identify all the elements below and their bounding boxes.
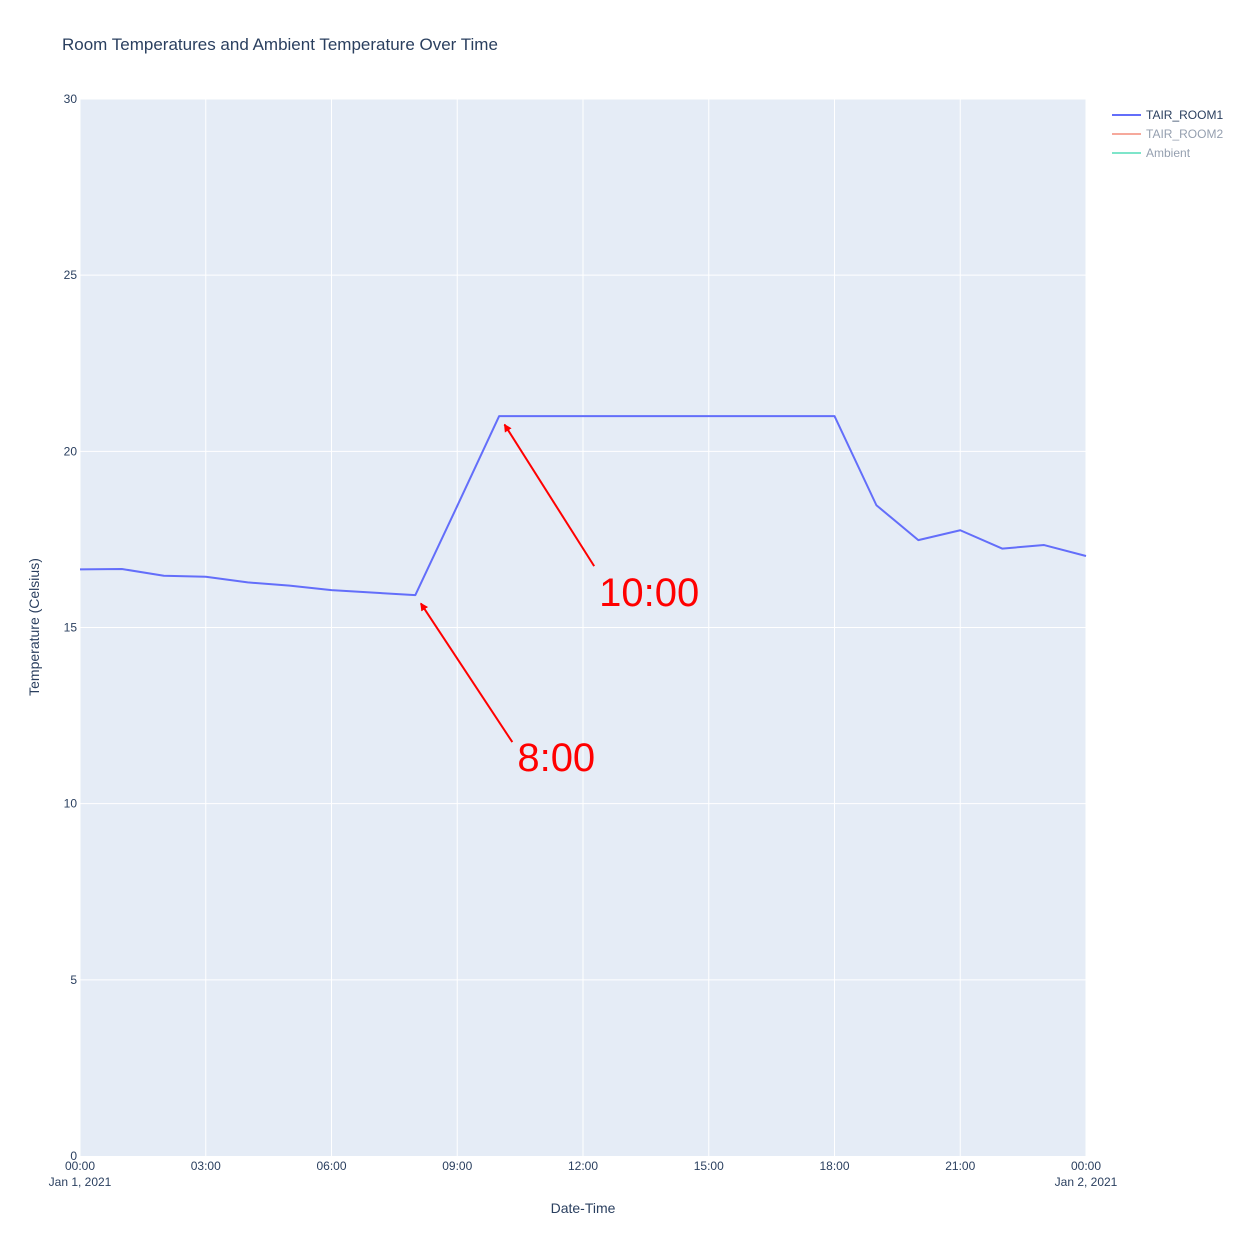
x-tick-label: 00:00 [65, 1159, 95, 1173]
x-tick-date-label: Jan 2, 2021 [1055, 1175, 1118, 1189]
y-tick-label: 10 [64, 797, 78, 811]
x-tick-label: 21:00 [945, 1159, 975, 1173]
y-tick-label: 30 [64, 92, 78, 106]
legend-label: TAIR_ROOM1 [1146, 108, 1223, 122]
legend-label: Ambient [1146, 146, 1191, 160]
annotation-label: 8:00 [517, 736, 595, 780]
y-axis-title: Temperature (Celsius) [26, 558, 42, 696]
chart-title: Room Temperatures and Ambient Temperatur… [62, 35, 498, 54]
legend-item-tair-room1[interactable]: TAIR_ROOM1 [1112, 108, 1223, 122]
x-tick-label: 00:00 [1071, 1159, 1101, 1173]
series-line-tair-room1 [79, 415, 1087, 597]
y-tick-label: 25 [64, 268, 78, 282]
annotation-arrow [420, 602, 514, 743]
x-tick-label: 12:00 [568, 1159, 598, 1173]
annotations: 10:00 8:00 [420, 423, 699, 780]
series-lines [79, 415, 1087, 597]
annotation-arrow [503, 423, 596, 567]
gridlines [79, 98, 1087, 1156]
x-tick-label: 15:00 [694, 1159, 724, 1173]
y-tick-label: 5 [70, 973, 77, 987]
x-tick-label: 09:00 [442, 1159, 472, 1173]
y-tick-label: 0 [70, 1149, 77, 1163]
y-tick-label: 15 [64, 621, 78, 635]
x-tick-label: 03:00 [191, 1159, 221, 1173]
x-axis-title: Date-Time [551, 1200, 616, 1216]
annotation-label: 10:00 [599, 571, 699, 615]
legend-item-tair-room2[interactable]: TAIR_ROOM2 [1112, 127, 1223, 141]
legend-item-ambient[interactable]: Ambient [1112, 146, 1191, 160]
legend-label: TAIR_ROOM2 [1146, 127, 1223, 141]
x-tick-date-label: Jan 1, 2021 [49, 1175, 112, 1189]
x-tick-label: 06:00 [316, 1159, 346, 1173]
y-tick-label: 20 [64, 444, 78, 458]
legend: TAIR_ROOM1 TAIR_ROOM2 Ambient [1112, 108, 1223, 160]
x-tick-label: 18:00 [819, 1159, 849, 1173]
axis-ticks: 00:00 Jan 1, 2021 03:00 06:00 09:00 12:00 15:0… [49, 92, 1118, 1189]
